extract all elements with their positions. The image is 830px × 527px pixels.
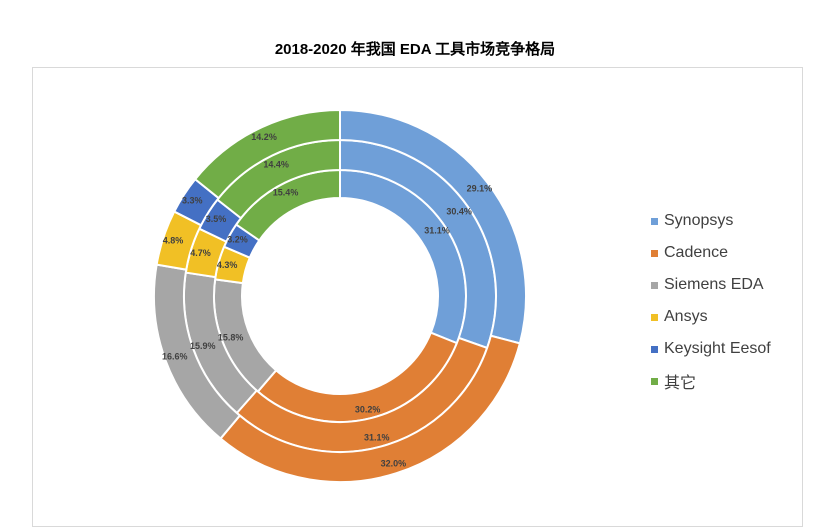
chart-legend: Synopsys Cadence Siemens EDA Ansys Keysight … bbox=[651, 205, 771, 397]
legend-item: Ansys bbox=[651, 301, 771, 333]
data-label: 32.0% bbox=[381, 459, 407, 469]
data-label: 31.1% bbox=[424, 226, 450, 236]
donut-chart: 31.1% 30.2% 15.8% 4.3% 3.2% 15.4% 30.4% 31.1% 15… bbox=[153, 108, 527, 483]
legend-swatch bbox=[651, 217, 658, 225]
legend-label: Keysight Eesof bbox=[664, 340, 771, 357]
legend-swatch bbox=[651, 377, 658, 385]
legend-item: Siemens EDA bbox=[651, 269, 771, 301]
data-label: 16.6% bbox=[162, 352, 188, 362]
data-label: 14.4% bbox=[263, 160, 289, 170]
data-label: 4.8% bbox=[163, 236, 184, 246]
data-label: 4.3% bbox=[217, 260, 238, 270]
data-label: 14.2% bbox=[251, 132, 277, 142]
legend-item: Cadence bbox=[651, 237, 771, 269]
data-label: 29.1% bbox=[467, 184, 493, 194]
legend-label: Ansys bbox=[664, 308, 708, 325]
data-label: 3.5% bbox=[206, 214, 227, 224]
data-label: 15.4% bbox=[273, 187, 299, 197]
data-label: 15.9% bbox=[190, 341, 216, 351]
data-label: 30.4% bbox=[446, 207, 472, 217]
legend-item: 其它 bbox=[651, 365, 771, 397]
legend-swatch bbox=[651, 313, 658, 321]
legend-swatch bbox=[651, 345, 658, 353]
legend-label: Cadence bbox=[664, 244, 729, 261]
data-label: 30.2% bbox=[355, 405, 381, 415]
legend-item: Synopsys bbox=[651, 205, 771, 237]
data-label: 3.2% bbox=[227, 235, 248, 245]
data-label: 15.8% bbox=[218, 333, 244, 343]
donut-segment-其它-ring-3 bbox=[193, 108, 341, 200]
legend-swatch bbox=[651, 281, 658, 289]
chart-title: 2018-2020 年我国 EDA 工具市场竞争格局 bbox=[274, 41, 556, 58]
data-label: 3.3% bbox=[182, 195, 203, 205]
legend-swatch bbox=[651, 249, 658, 257]
legend-item: Keysight Eesof bbox=[651, 333, 771, 365]
data-label: 31.1% bbox=[364, 432, 390, 442]
legend-label: Siemens EDA bbox=[664, 276, 764, 293]
legend-label: 其它 bbox=[664, 375, 697, 392]
data-label: 4.7% bbox=[190, 248, 211, 258]
legend-label: Synopsys bbox=[664, 212, 734, 229]
